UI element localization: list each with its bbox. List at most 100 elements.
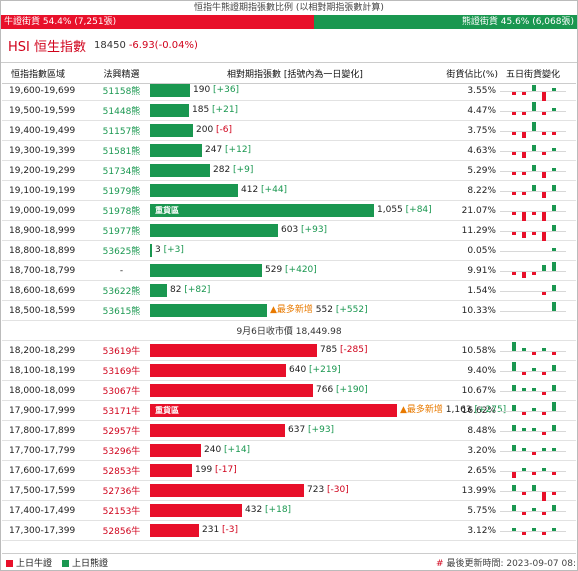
product-code-link[interactable]: 51158熊 bbox=[102, 87, 141, 97]
bull-row[interactable]: 17,500-17,599 52736牛 723 [-30] 13.99% bbox=[2, 481, 576, 501]
volume-chart-cell: 785 [-285] bbox=[148, 341, 442, 360]
product-code-link[interactable]: 52957牛 bbox=[102, 427, 141, 437]
volume-label: ▲最多新增 1,163 [+275] bbox=[400, 404, 506, 417]
mini-day-bar bbox=[542, 532, 546, 535]
bull-row[interactable]: 17,300-17,399 52856牛 231 [-3] 3.12% bbox=[2, 521, 576, 541]
mini-day-bar bbox=[512, 232, 516, 235]
volume-value: 282 bbox=[213, 165, 234, 175]
bear-row[interactable]: 19,000-19,099 51978熊 重貨區 1,055 [+84] 21.07% bbox=[2, 201, 576, 221]
volume-change: [+275] bbox=[474, 405, 507, 415]
product-code-link[interactable]: 52736牛 bbox=[102, 487, 141, 497]
volume-value: 231 bbox=[202, 525, 223, 535]
volume-change: [+420] bbox=[285, 265, 317, 275]
mini-day-bar bbox=[512, 385, 516, 391]
bear-row[interactable]: 18,700-18,799 - 529 [+420] 9.91% bbox=[2, 261, 576, 281]
bear-row[interactable]: 18,500-18,599 53615熊 ▲最多新增 552 [+552] 10.33… bbox=[2, 301, 576, 321]
mini-day-bar bbox=[522, 412, 526, 415]
product-code-link[interactable]: 52856牛 bbox=[102, 527, 141, 537]
product-code-link[interactable]: 53615熊 bbox=[102, 307, 141, 317]
bull-row[interactable]: 17,600-17,699 52853牛 199 [-17] 2.65% bbox=[2, 461, 576, 481]
product-code-link[interactable]: 53296牛 bbox=[102, 447, 141, 457]
volume-value: 432 bbox=[245, 505, 266, 515]
product-code-link[interactable]: 53169牛 bbox=[102, 367, 141, 377]
mini-day-bar bbox=[552, 425, 556, 431]
mini-day-bar bbox=[542, 432, 546, 435]
mini-day-bar bbox=[532, 472, 536, 475]
volume-chart-cell: 637 [+93] bbox=[148, 421, 442, 440]
five-day-mini-chart bbox=[500, 521, 566, 540]
product-code-link[interactable]: 53622熊 bbox=[102, 287, 141, 297]
volume-label: 185 [+21] bbox=[192, 104, 238, 117]
product-code-link[interactable]: 51979熊 bbox=[102, 187, 141, 197]
product-code-link[interactable]: 53619牛 bbox=[102, 347, 141, 357]
bull-row[interactable]: 17,800-17,899 52957牛 637 [+93] 8.48% bbox=[2, 421, 576, 441]
table-body[interactable]: 19,600-19,699 51158熊 190 [+36] 3.55% 19,500-… bbox=[2, 81, 576, 541]
volume-bar bbox=[150, 424, 285, 437]
volume-bar bbox=[150, 164, 210, 177]
mini-day-bar bbox=[522, 448, 526, 451]
bull-row[interactable]: 17,900-17,999 53171牛 重貨區 ▲最多新增 1,163 [+275]… bbox=[2, 401, 576, 421]
header-chart: 相對期指張數 [括號內為一日變化] bbox=[227, 70, 363, 80]
mini-day-bar bbox=[522, 372, 526, 375]
share-pct: 3.75% bbox=[467, 125, 496, 136]
table-header: 恒指指數區域 法興精選 相對期指張數 [括號內為一日變化] 街貨佔比(%) 五日… bbox=[2, 64, 576, 84]
product-code-link[interactable]: 51734熊 bbox=[102, 167, 141, 177]
bear-row[interactable]: 19,400-19,499 51157熊 200 [-6] 3.75% bbox=[2, 121, 576, 141]
product-code-link[interactable]: 53067牛 bbox=[102, 387, 141, 397]
product-code-link[interactable]: 51448熊 bbox=[102, 107, 141, 117]
bull-row[interactable]: 17,700-17,799 53296牛 240 [+14] 3.20% bbox=[2, 441, 576, 461]
product-code-link[interactable]: 53625熊 bbox=[102, 247, 141, 257]
volume-change: [-30] bbox=[327, 485, 349, 495]
range-cell: 18,500-18,599 bbox=[9, 305, 76, 316]
range-cell: 18,000-18,099 bbox=[9, 385, 76, 396]
volume-chart-cell: 640 [+219] bbox=[148, 361, 442, 380]
five-day-mini-chart bbox=[500, 201, 566, 221]
bear-row[interactable]: 19,100-19,199 51979熊 412 [+44] 8.22% bbox=[2, 181, 576, 201]
bear-row[interactable]: 19,300-19,399 51581熊 247 [+12] 4.63% bbox=[2, 141, 576, 161]
range-cell: 17,900-17,999 bbox=[9, 405, 76, 416]
mini-day-bar bbox=[542, 448, 546, 451]
mini-day-bar bbox=[552, 302, 556, 311]
bear-row[interactable]: 19,200-19,299 51734熊 282 [+9] 5.29% bbox=[2, 161, 576, 181]
mini-day-bar bbox=[552, 132, 556, 135]
volume-bar bbox=[150, 304, 267, 317]
product-code-link[interactable]: 51157熊 bbox=[102, 127, 141, 137]
mini-day-bar bbox=[552, 205, 556, 211]
product-code-link[interactable]: 52853牛 bbox=[102, 467, 141, 477]
product-code-link[interactable]: 53171牛 bbox=[102, 407, 141, 417]
product-code-link[interactable]: 51581熊 bbox=[102, 147, 141, 157]
bull-row[interactable]: 18,000-18,099 53067牛 766 [+190] 10.67% bbox=[2, 381, 576, 401]
volume-bar bbox=[150, 484, 304, 497]
header-pct: 街貨佔比(%) bbox=[446, 70, 498, 80]
share-pct: 5.29% bbox=[467, 165, 496, 176]
product-code-link[interactable]: 52153牛 bbox=[102, 507, 141, 517]
volume-label: 1,055 [+84] bbox=[377, 204, 432, 217]
bear-row[interactable]: 18,800-18,899 53625熊 3 [+3] 0.05% bbox=[2, 241, 576, 261]
bear-row[interactable]: 19,500-19,599 51448熊 185 [+21] 4.47% bbox=[2, 101, 576, 121]
heavy-zone-tag: 重貨區 bbox=[155, 206, 179, 215]
bear-row[interactable]: 18,600-18,699 53622熊 82 [+82] 1.54% bbox=[2, 281, 576, 301]
range-cell: 17,700-17,799 bbox=[9, 445, 76, 456]
share-pct: 9.91% bbox=[467, 265, 496, 276]
product-code-link[interactable]: 51978熊 bbox=[102, 207, 141, 217]
product-code-link[interactable]: 51977熊 bbox=[102, 227, 141, 237]
range-cell: 19,100-19,199 bbox=[9, 185, 76, 196]
mini-baseline bbox=[500, 111, 566, 112]
mini-day-bar bbox=[552, 248, 556, 251]
volume-value: 200 bbox=[196, 125, 217, 135]
bear-row[interactable]: 18,900-18,999 51977熊 603 [+93] 11.29% bbox=[2, 221, 576, 241]
volume-change: [+9] bbox=[233, 165, 254, 175]
volume-chart-cell: 199 [-17] bbox=[148, 461, 442, 480]
bull-row[interactable]: 18,100-18,199 53169牛 640 [+219] 9.40% bbox=[2, 361, 576, 381]
mini-day-bar bbox=[552, 492, 556, 495]
volume-label: 637 [+93] bbox=[288, 424, 334, 437]
bear-row[interactable]: 19,600-19,699 51158熊 190 [+36] 3.55% bbox=[2, 81, 576, 101]
mini-day-bar bbox=[512, 528, 516, 531]
mini-day-bar bbox=[552, 505, 556, 511]
volume-chart-cell: 200 [-6] bbox=[148, 121, 442, 140]
range-cell: 19,300-19,399 bbox=[9, 145, 76, 156]
bull-row[interactable]: 18,200-18,299 53619牛 785 [-285] 10.58% bbox=[2, 341, 576, 361]
mini-baseline bbox=[500, 211, 566, 212]
bull-row[interactable]: 17,400-17,499 52153牛 432 [+18] 5.75% bbox=[2, 501, 576, 521]
